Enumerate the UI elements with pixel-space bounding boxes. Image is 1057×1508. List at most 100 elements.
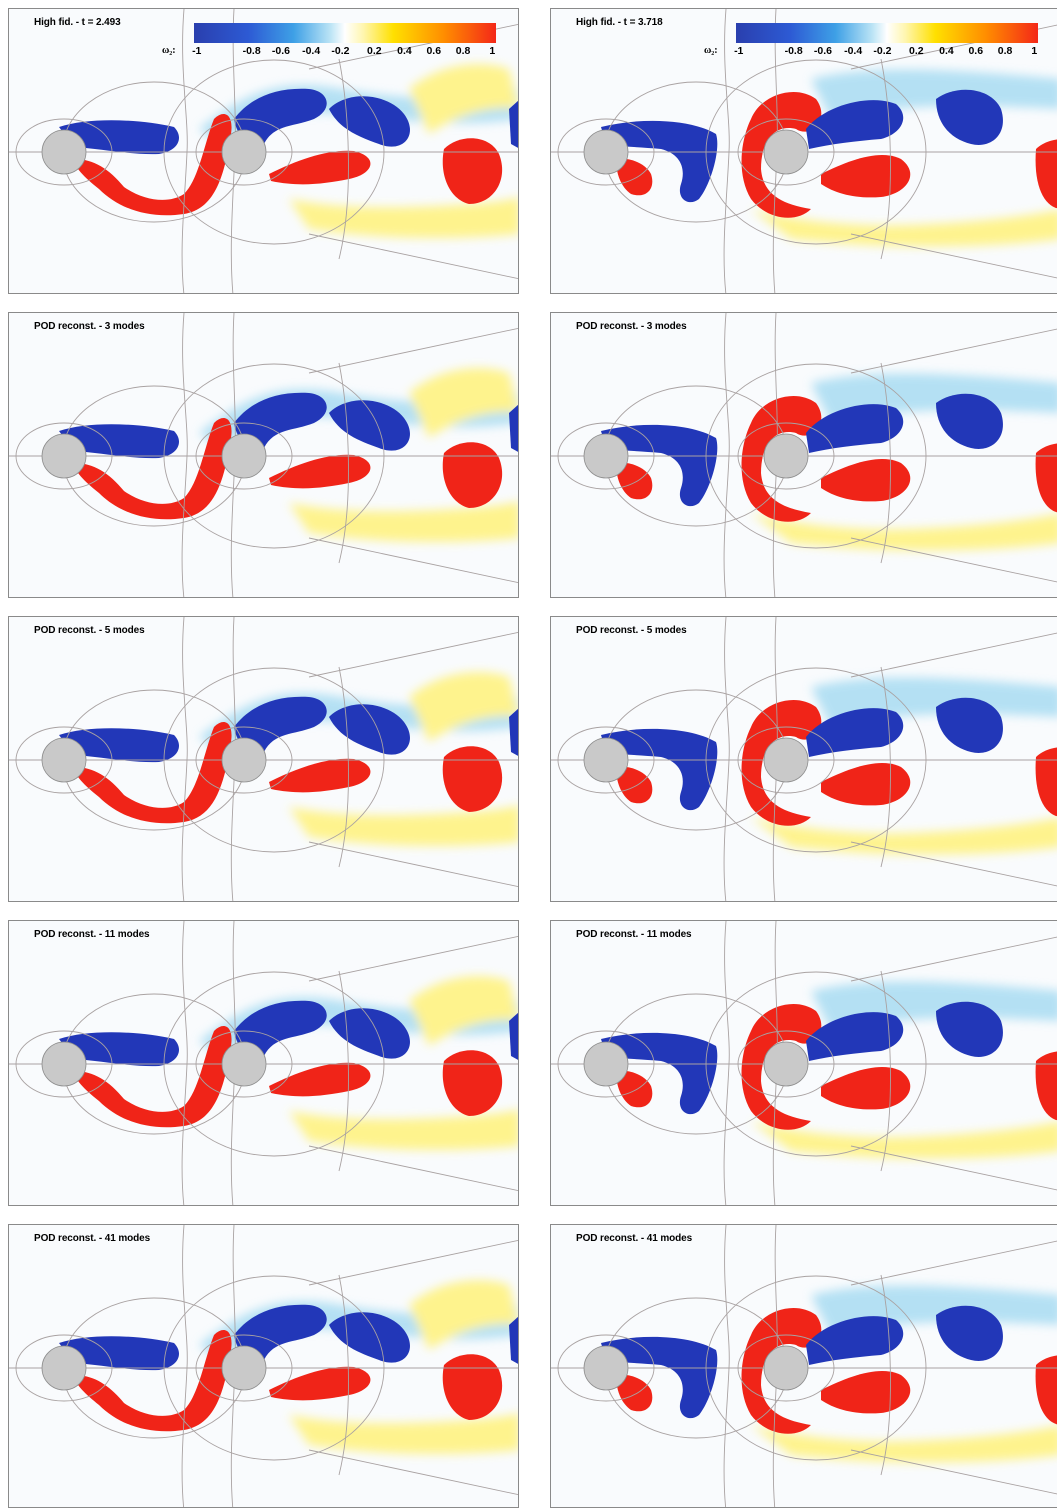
positive-vortex bbox=[74, 1330, 232, 1432]
cylinder-downstream bbox=[763, 1345, 809, 1391]
vorticity-blobs bbox=[59, 368, 518, 542]
vorticity-blobs bbox=[601, 373, 1057, 551]
cylinder-downstream bbox=[763, 129, 809, 175]
cylinder-downstream bbox=[763, 433, 809, 479]
vorticity-field bbox=[9, 921, 518, 1205]
positive-vortex bbox=[821, 1066, 911, 1110]
negative-vortex bbox=[59, 728, 179, 763]
positive-vortex bbox=[821, 1370, 911, 1414]
panel-high-fidelity-left: High fid. - t = 2.493 ω₂: -1 -0.8 -0.6 -0.4… bbox=[8, 8, 519, 294]
cylinder-upstream bbox=[583, 1345, 629, 1391]
positive-vortex bbox=[1035, 747, 1057, 817]
panel-title: POD reconst. - 11 modes bbox=[576, 929, 692, 940]
colorbar-tick-label: 0.2 bbox=[908, 45, 924, 57]
negative-vortex bbox=[329, 400, 410, 451]
panel-title: High fid. - t = 2.493 bbox=[34, 17, 121, 28]
positive-vortex bbox=[821, 762, 911, 806]
cylinder-upstream bbox=[583, 129, 629, 175]
negative-vortex bbox=[234, 1000, 327, 1057]
panel-pod-5-right: POD reconst. - 5 modes bbox=[550, 616, 1057, 902]
negative-vortex bbox=[601, 1032, 718, 1115]
positive-vortex bbox=[269, 150, 371, 185]
colorbar-symbol: ω₂: bbox=[704, 45, 718, 56]
negative-vortex bbox=[59, 1336, 179, 1371]
vorticity-blobs bbox=[59, 1280, 518, 1454]
positive-vortex bbox=[616, 766, 653, 804]
colorbar bbox=[736, 23, 1038, 43]
colorbar-tick-label: 0.8 bbox=[455, 45, 471, 57]
colorbar-tick-label: -0.2 bbox=[873, 45, 892, 57]
panel-title: POD reconst. - 5 modes bbox=[576, 625, 687, 636]
positive-vortex bbox=[269, 1062, 371, 1097]
negative-vortex bbox=[936, 697, 1003, 753]
positive-vortex bbox=[616, 1070, 653, 1108]
negative-vortex bbox=[806, 708, 904, 757]
positive-vortex bbox=[616, 158, 653, 196]
negative-vortex bbox=[329, 96, 410, 147]
cylinder-upstream bbox=[583, 737, 629, 783]
colorbar-ticks: -1 -0.8 -0.6 -0.4 -0.2 0.2 0.4 0.6 0.8 1 bbox=[734, 45, 1038, 59]
colorbar-tick-label: -0.2 bbox=[331, 45, 350, 57]
vorticity-field bbox=[9, 9, 518, 293]
colorbar-tick-label: -0.8 bbox=[784, 45, 803, 57]
positive-vortex bbox=[1035, 139, 1057, 209]
cylinder-downstream bbox=[221, 1041, 267, 1087]
colorbar-tick-label: -0.4 bbox=[844, 45, 863, 57]
vorticity-field bbox=[551, 313, 1057, 597]
negative-vortex bbox=[234, 696, 327, 753]
cylinder-upstream bbox=[583, 433, 629, 479]
colorbar-tick-label: -0.6 bbox=[813, 45, 832, 57]
vorticity-field bbox=[551, 9, 1057, 293]
panel-pod-5-left: POD reconst. - 5 modes bbox=[8, 616, 519, 902]
cylinder-downstream bbox=[763, 1041, 809, 1087]
positive-vortex bbox=[269, 758, 371, 793]
panel-pod-11-right: POD reconst. - 11 modes bbox=[550, 920, 1057, 1206]
negative-vortex bbox=[509, 404, 518, 452]
panel-title: POD reconst. - 5 modes bbox=[34, 625, 145, 636]
vorticity-blobs bbox=[601, 69, 1057, 247]
colorbar-tick-label: 0.4 bbox=[939, 45, 954, 57]
colorbar-tick-label: -1 bbox=[192, 45, 202, 57]
colorbar-tick-label: 0.6 bbox=[968, 45, 984, 57]
colorbar-tick-label: -1 bbox=[734, 45, 744, 57]
vorticity-field bbox=[551, 617, 1057, 901]
negative-vortex bbox=[601, 728, 718, 811]
vorticity-blobs bbox=[601, 677, 1057, 855]
negative-vortex bbox=[806, 1316, 904, 1365]
colorbar-ticks: -1 -0.8 -0.6 -0.4 -0.2 0.2 0.4 0.6 0.8 1 bbox=[192, 45, 496, 59]
cylinder-upstream bbox=[41, 129, 87, 175]
positive-vortex bbox=[74, 418, 232, 520]
negative-vortex bbox=[936, 1305, 1003, 1361]
colorbar-tick-label: 0.4 bbox=[397, 45, 412, 57]
cylinder-downstream bbox=[221, 129, 267, 175]
negative-vortex bbox=[59, 1032, 179, 1067]
positive-vortex bbox=[442, 1354, 503, 1420]
mesh-lines bbox=[9, 9, 518, 293]
positive-vortex bbox=[74, 1026, 232, 1128]
positive-vortex bbox=[616, 462, 653, 500]
negative-vortex bbox=[806, 100, 904, 149]
positive-vortex bbox=[269, 454, 371, 489]
negative-vortex bbox=[509, 100, 518, 148]
negative-vortex bbox=[936, 89, 1003, 145]
panel-pod-3-left: POD reconst. - 3 modes bbox=[8, 312, 519, 598]
negative-vortex bbox=[509, 708, 518, 756]
negative-vortex bbox=[329, 1008, 410, 1059]
vorticity-blobs bbox=[601, 981, 1057, 1159]
panel-pod-3-right: POD reconst. - 3 modes bbox=[550, 312, 1057, 598]
negative-vortex bbox=[806, 1012, 904, 1061]
negative-vortex bbox=[601, 1336, 718, 1419]
negative-vortex bbox=[234, 88, 327, 145]
colorbar-tick-label: -0.8 bbox=[242, 45, 261, 57]
vorticity-blobs bbox=[59, 976, 518, 1150]
vorticity-blobs bbox=[59, 672, 518, 846]
positive-vortex bbox=[442, 1050, 503, 1116]
vorticity-blobs bbox=[601, 1285, 1057, 1463]
colorbar-symbol: ω₂: bbox=[162, 45, 176, 56]
panel-title: High fid. - t = 3.718 bbox=[576, 17, 663, 28]
positive-vortex bbox=[442, 442, 503, 508]
negative-vortex bbox=[234, 392, 327, 449]
colorbar-tick-label: 1 bbox=[1031, 45, 1038, 57]
panel-title: POD reconst. - 3 modes bbox=[34, 321, 145, 332]
positive-vortex bbox=[1035, 1355, 1057, 1425]
